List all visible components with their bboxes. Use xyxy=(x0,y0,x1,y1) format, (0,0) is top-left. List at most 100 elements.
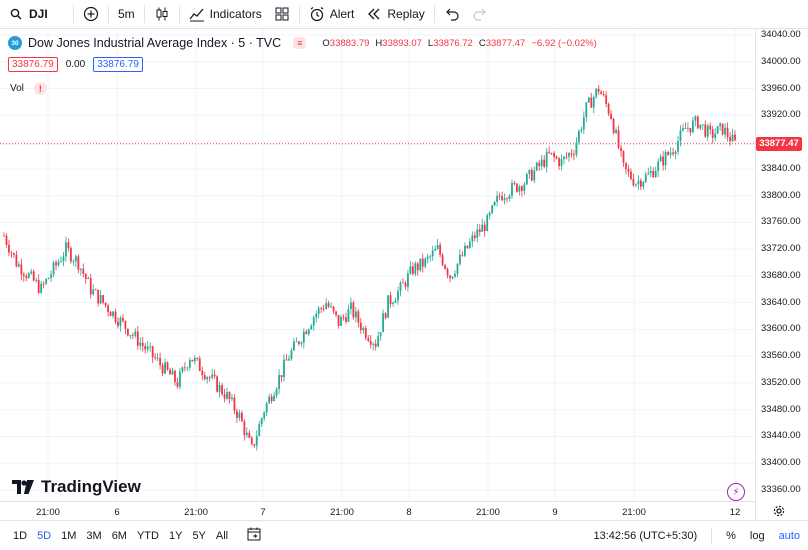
alert-button[interactable]: Alert xyxy=(303,0,361,29)
sell-price[interactable]: 33876.79 xyxy=(8,57,58,72)
tradingview-logo[interactable]: TradingView xyxy=(12,477,141,497)
redo-icon xyxy=(472,6,488,22)
range-6m[interactable]: 6M xyxy=(111,529,127,542)
candle xyxy=(471,231,474,248)
candle xyxy=(206,375,209,384)
equals-icon[interactable]: ≡ xyxy=(293,37,307,49)
interval-button[interactable]: 5m xyxy=(112,0,141,29)
candle xyxy=(362,326,365,335)
undo-button[interactable] xyxy=(438,0,466,29)
candle xyxy=(335,310,337,318)
templates-button[interactable] xyxy=(268,0,296,29)
volume-label[interactable]: Vol xyxy=(10,83,24,94)
candle xyxy=(218,381,221,398)
candle xyxy=(196,357,199,361)
candle xyxy=(55,259,57,271)
candle xyxy=(642,180,645,190)
candle xyxy=(421,253,424,273)
timezone-clock[interactable]: 13:42:56 (UTC+5:30) xyxy=(593,530,698,542)
symbol-search[interactable]: DJI xyxy=(0,0,70,29)
candle xyxy=(726,122,729,142)
price-tick-label: 33600.00 xyxy=(761,323,801,335)
range-1d[interactable]: 1D xyxy=(13,529,28,542)
price-tick-label: 33400.00 xyxy=(761,457,801,469)
divider xyxy=(433,5,435,23)
candle xyxy=(550,152,553,156)
candle xyxy=(226,387,228,401)
candle xyxy=(488,211,491,220)
candle xyxy=(310,323,313,330)
candle xyxy=(607,102,610,117)
redo-button[interactable] xyxy=(466,0,494,29)
candle xyxy=(42,281,45,289)
candle xyxy=(302,328,305,349)
time-tick-label: 21:00 xyxy=(36,507,60,518)
chart-type-button[interactable] xyxy=(148,0,176,29)
candle xyxy=(263,411,266,422)
interval-label: 5m xyxy=(118,7,135,21)
candle xyxy=(545,147,548,173)
volume-legend: Vol ! xyxy=(10,82,47,95)
candle xyxy=(649,165,652,178)
candle xyxy=(419,258,422,273)
candle xyxy=(283,354,285,382)
range-all[interactable]: All xyxy=(215,529,229,542)
candle xyxy=(716,126,719,134)
candle xyxy=(605,91,608,108)
compare-button[interactable] xyxy=(77,0,105,29)
replay-button[interactable]: Replay xyxy=(360,0,430,29)
price-tick-label: 33560.00 xyxy=(761,350,801,362)
range-1y[interactable]: 1Y xyxy=(168,529,183,542)
price-tick-label: 33680.00 xyxy=(761,269,801,281)
candle xyxy=(637,175,640,191)
candle xyxy=(32,269,35,282)
candle xyxy=(114,308,117,325)
indicators-button[interactable]: Indicators xyxy=(183,0,268,29)
candle xyxy=(701,124,704,130)
candle xyxy=(290,348,293,361)
candle xyxy=(709,122,712,135)
candle xyxy=(228,391,231,404)
candle xyxy=(404,280,407,290)
log-toggle[interactable]: log xyxy=(749,530,765,542)
candle xyxy=(15,250,18,268)
range-5d[interactable]: 5D xyxy=(37,529,52,542)
range-3m[interactable]: 3M xyxy=(86,529,102,542)
candle xyxy=(416,261,419,276)
candle xyxy=(538,160,541,171)
candle xyxy=(377,331,380,348)
settings-gear-icon[interactable] xyxy=(773,505,785,520)
lightning-icon[interactable]: ⚡ xyxy=(727,483,745,501)
alert-label: Alert xyxy=(329,7,355,21)
price-scale[interactable]: 34040.0034000.0033960.0033920.0033880.00… xyxy=(755,29,808,520)
time-scale[interactable]: 21:00 6 21:00 7 21:00 8 21:00 9 21:00 12 xyxy=(0,501,755,520)
candle xyxy=(689,127,692,136)
candle xyxy=(595,88,598,99)
candle xyxy=(704,120,707,138)
candles-icon xyxy=(154,6,170,22)
instrument-title[interactable]: Dow Jones Industrial Average Index · 5 ·… xyxy=(28,36,282,50)
candle xyxy=(719,122,722,131)
candle xyxy=(501,191,503,202)
buy-price[interactable]: 33876.79 xyxy=(93,57,143,72)
goto-date-icon[interactable] xyxy=(247,527,261,544)
range-5y[interactable]: 5Y xyxy=(192,529,206,542)
candle xyxy=(558,156,560,170)
range-ytd[interactable]: YTD xyxy=(136,529,159,542)
range-1m[interactable]: 1M xyxy=(61,529,77,542)
candle xyxy=(444,263,446,270)
chart-pane[interactable] xyxy=(0,29,755,501)
percent-toggle[interactable]: % xyxy=(726,530,736,542)
candle xyxy=(119,315,122,332)
candle xyxy=(50,270,52,282)
candle xyxy=(174,369,176,386)
candle xyxy=(278,369,280,395)
candlestick-chart[interactable] xyxy=(0,29,755,501)
auto-toggle[interactable]: auto xyxy=(778,530,800,542)
time-tick-label: 21:00 xyxy=(476,507,500,518)
warning-icon[interactable]: ! xyxy=(33,82,47,95)
candle xyxy=(691,116,694,134)
candle xyxy=(191,359,194,362)
candle xyxy=(5,233,8,248)
candle xyxy=(359,317,362,334)
